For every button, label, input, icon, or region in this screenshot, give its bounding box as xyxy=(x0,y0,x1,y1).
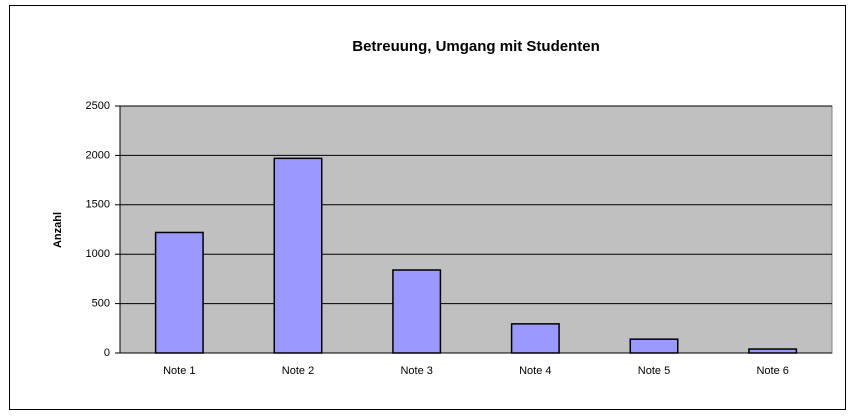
bar xyxy=(510,323,560,354)
bar xyxy=(629,338,679,354)
bar xyxy=(392,269,442,354)
y-axis-label: Anzahl xyxy=(52,212,64,248)
plot-area xyxy=(119,105,833,354)
x-tick-label: Note 3 xyxy=(400,365,432,377)
bar xyxy=(273,157,323,354)
x-tick-label: Note 1 xyxy=(163,365,195,377)
x-tick-label: Note 2 xyxy=(282,365,314,377)
y-tick-label: 1000 xyxy=(86,248,110,260)
x-tick-label: Note 6 xyxy=(756,365,788,377)
chart-title: Betreuung, Umgang mit Studenten xyxy=(352,38,600,55)
x-tick-label: Note 4 xyxy=(519,365,551,377)
y-tick-label: 1500 xyxy=(86,199,110,211)
y-tick-label: 500 xyxy=(92,298,110,310)
y-tick-label: 0 xyxy=(104,347,110,359)
y-tick-label: 2000 xyxy=(86,149,110,161)
y-tick-label: 2500 xyxy=(86,100,110,112)
bar xyxy=(154,231,204,354)
bar xyxy=(748,348,798,354)
x-tick-label: Note 5 xyxy=(638,365,670,377)
